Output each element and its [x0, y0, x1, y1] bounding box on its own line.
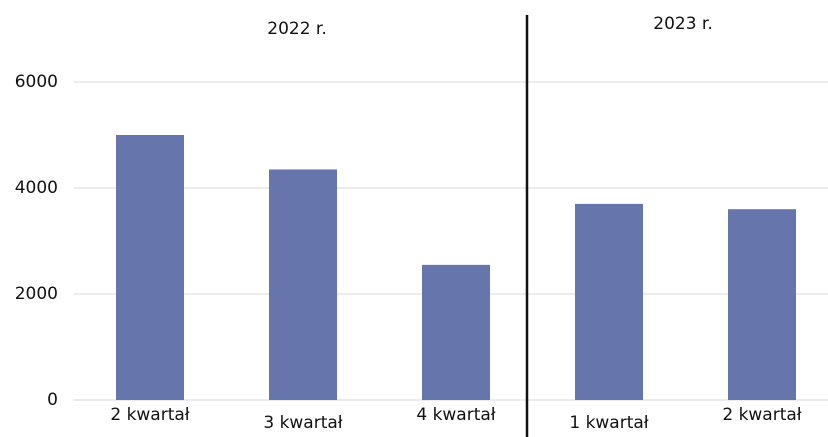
- x-tick-label: 2 kwartał: [722, 405, 801, 425]
- bar: [728, 209, 796, 400]
- x-tick-label: 3 kwartał: [263, 413, 342, 433]
- y-tick-label: 0: [47, 390, 58, 410]
- y-tick-label: 4000: [15, 178, 58, 198]
- x-tick-label: 4 kwartał: [416, 405, 495, 425]
- bar: [116, 135, 184, 400]
- y-tick-label: 2000: [15, 284, 58, 304]
- bar: [422, 264, 490, 400]
- y-tick-label: 6000: [15, 72, 58, 92]
- group-label: 2023 r.: [653, 14, 713, 34]
- x-tick-label: 1 kwartał: [569, 413, 648, 433]
- group-label: 2022 r.: [267, 19, 327, 39]
- x-tick-label: 2 kwartał: [110, 405, 189, 425]
- bar: [269, 169, 337, 400]
- bar: [575, 203, 643, 400]
